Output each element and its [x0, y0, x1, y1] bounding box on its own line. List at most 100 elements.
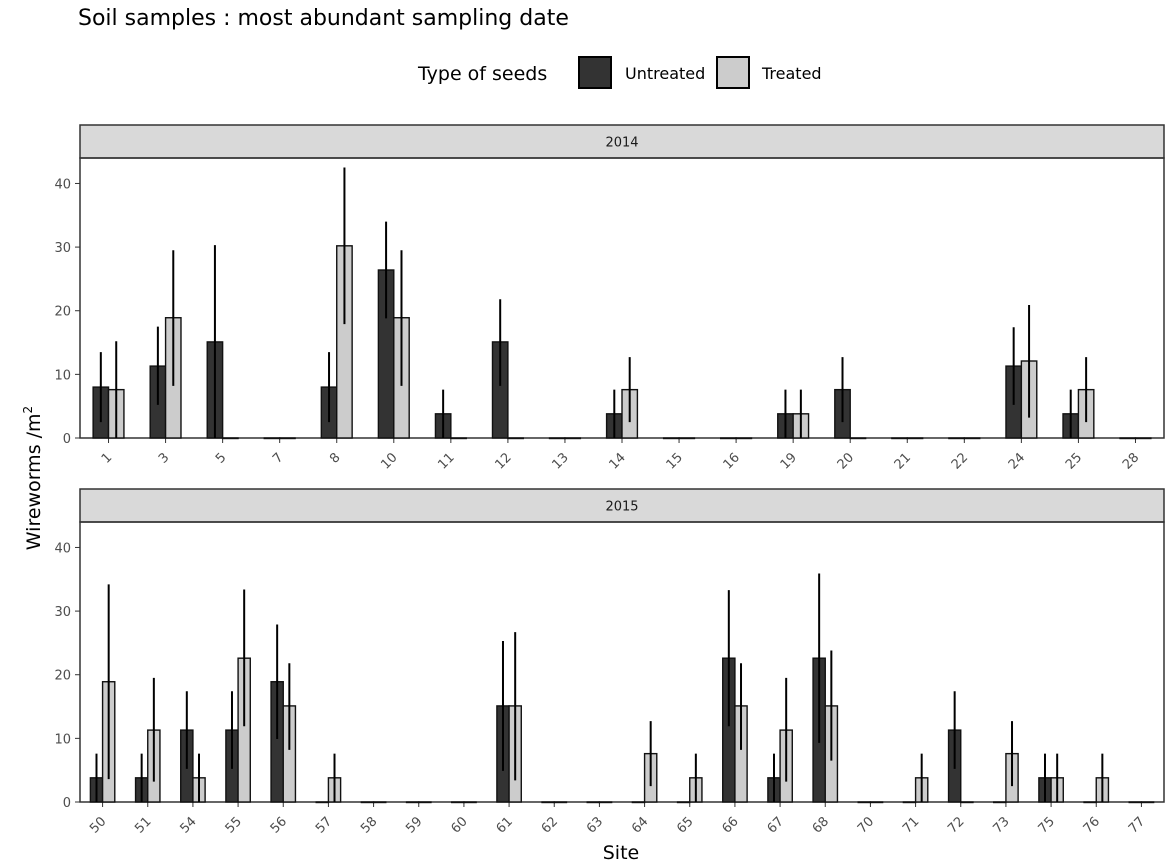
panel-border — [79, 521, 1165, 803]
x-tick-label: 28 — [1120, 450, 1142, 472]
bar-treated-57 — [327, 777, 342, 803]
bar-untreated-70 — [857, 801, 872, 804]
x-tick-label: 58 — [358, 814, 380, 836]
bar-untreated-77 — [1128, 801, 1143, 804]
bar-untreated-64 — [631, 801, 646, 804]
legend-title: Type of seeds — [417, 63, 547, 85]
panel-strip-label: 2015 — [605, 500, 638, 515]
y-axis-label: Wireworms /m2 — [21, 406, 45, 550]
bar-treated-58 — [372, 801, 387, 804]
bar-treated-70 — [869, 801, 884, 804]
bar-untreated-25 — [1062, 413, 1080, 439]
x-tick-label: 11 — [435, 450, 457, 472]
x-axis-label: Site — [603, 842, 639, 863]
x-tick-label: 16 — [721, 450, 743, 472]
y-tick-label: 20 — [54, 669, 71, 684]
bar-treated-25 — [1077, 388, 1095, 439]
bar-untreated-60 — [451, 801, 465, 804]
bar-untreated-14 — [605, 413, 623, 439]
x-tick-label: 59 — [403, 814, 425, 836]
x-tick-label: 70 — [855, 814, 877, 836]
bar-untreated-56 — [270, 681, 284, 803]
bar-treated-51 — [147, 729, 161, 803]
x-tick-label: 54 — [177, 814, 199, 836]
bar-treated-21 — [906, 437, 924, 440]
bar-treated-60 — [463, 801, 477, 804]
x-tick-label: 64 — [629, 814, 651, 836]
bar-treated-50 — [101, 681, 116, 803]
x-tick-label: 10 — [378, 450, 400, 472]
x-tick-label: 15 — [664, 450, 686, 472]
x-tick-label: 75 — [1036, 814, 1058, 836]
bar-treated-71 — [914, 777, 929, 803]
bar-treated-19 — [792, 413, 810, 439]
x-tick-label: 5 — [213, 450, 229, 466]
x-tick-label: 13 — [549, 450, 571, 472]
x-tick-label: 67 — [765, 814, 787, 836]
bar-treated-77 — [1140, 801, 1155, 804]
x-tick-label: 50 — [87, 814, 109, 836]
x-tick-label: 25 — [1063, 450, 1085, 472]
x-tick-label: 77 — [1126, 814, 1148, 836]
legend-key-treated — [716, 56, 750, 89]
bar-untreated-16 — [720, 437, 737, 440]
x-tick-label: 68 — [810, 814, 832, 836]
bar-untreated-19 — [777, 413, 794, 439]
y-tick-label: 20 — [54, 305, 71, 320]
bar-treated-16 — [735, 437, 753, 440]
y-tick-label: 30 — [54, 605, 71, 620]
y-axis-label-superscript: 2 — [21, 406, 35, 414]
x-tick-label: 65 — [674, 814, 696, 836]
bar-untreated-63 — [586, 801, 601, 804]
bar-treated-54 — [192, 777, 206, 803]
x-tick-label: 8 — [327, 450, 343, 466]
bar-untreated-11 — [434, 413, 452, 439]
y-axis-label-text: Wireworms /m — [23, 413, 45, 550]
x-tick-label: 24 — [1006, 450, 1028, 472]
bar-untreated-51 — [134, 777, 149, 803]
legend-key-untreated — [578, 56, 612, 89]
x-tick-label: 1 — [99, 450, 115, 466]
bar-treated-5 — [221, 437, 239, 440]
bar-treated-24 — [1020, 360, 1038, 439]
bar-treated-76 — [1095, 777, 1110, 803]
x-tick-label: 60 — [448, 814, 470, 836]
bar-treated-28 — [1134, 437, 1152, 440]
bar-untreated-13 — [548, 437, 566, 440]
legend: Type of seeds Untreated Treated — [417, 56, 822, 89]
x-tick-label: 55 — [223, 814, 245, 836]
bar-treated-3 — [164, 317, 182, 439]
bar-untreated-59 — [405, 801, 420, 804]
panel-strip — [79, 124, 1165, 159]
bar-treated-61 — [508, 705, 522, 803]
panel-strip-label: 2014 — [605, 136, 638, 151]
bar-untreated-8 — [320, 386, 338, 439]
bar-treated-75 — [1050, 777, 1064, 803]
bar-treated-62 — [553, 801, 568, 804]
x-tick-label: 73 — [990, 814, 1012, 836]
bar-treated-67 — [779, 729, 793, 803]
panel-border — [79, 157, 1165, 439]
y-tick-label: 30 — [54, 241, 71, 256]
x-tick-label: 3 — [156, 450, 172, 466]
bar-treated-63 — [598, 801, 613, 804]
bar-untreated-66 — [722, 657, 736, 803]
bar-untreated-22 — [948, 437, 966, 440]
x-tick-label: 57 — [313, 814, 335, 836]
x-tick-label: 76 — [1081, 814, 1103, 836]
bar-untreated-58 — [360, 801, 375, 804]
bar-treated-7 — [278, 437, 296, 440]
bar-untreated-54 — [180, 729, 194, 803]
y-tick-label: 40 — [54, 541, 71, 556]
x-tick-label: 51 — [132, 814, 154, 836]
bar-treated-55 — [237, 657, 251, 803]
bar-treated-66 — [734, 705, 748, 803]
legend-label-treated: Treated — [761, 64, 822, 83]
panel-strip — [79, 488, 1165, 523]
bar-untreated-75 — [1038, 777, 1052, 803]
bar-treated-65 — [689, 777, 703, 803]
x-tick-label: 19 — [778, 450, 800, 472]
bar-untreated-21 — [891, 437, 908, 440]
bar-treated-64 — [643, 752, 658, 803]
bar-treated-22 — [963, 437, 981, 440]
